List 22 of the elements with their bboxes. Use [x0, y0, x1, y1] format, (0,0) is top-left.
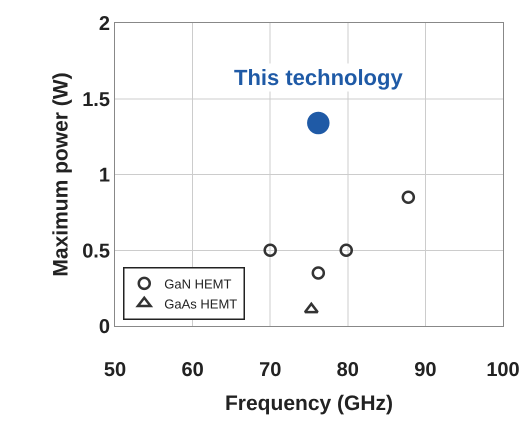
- annotation: This technology: [234, 65, 404, 90]
- y-tick-label: 0.5: [82, 240, 110, 262]
- y-tick-label: 2: [98, 13, 110, 35]
- x-tick-label: 90: [414, 359, 437, 381]
- x-tick-label: 80: [336, 359, 359, 381]
- point: [312, 266, 326, 280]
- x-tick-label: 50: [104, 359, 126, 381]
- legend-label: GaN HEMT: [164, 276, 232, 292]
- x-tick-label: 60: [181, 359, 204, 381]
- point: [263, 244, 277, 257]
- x-tick-label: 100: [486, 359, 520, 381]
- point: [402, 190, 416, 204]
- y-axis-title: Maximum power (W): [49, 72, 72, 277]
- legend-label: GaAs HEMT: [164, 296, 238, 312]
- x-axis-title: Frequency (GHz): [224, 392, 394, 416]
- y-tick-label: 1.5: [82, 88, 110, 111]
- y-tick-label: 1: [98, 164, 110, 186]
- y-tick-label: 0: [98, 316, 110, 338]
- point: [304, 302, 319, 314]
- point: [340, 244, 353, 257]
- point: [307, 112, 330, 134]
- x-tick-label: 70: [259, 359, 282, 381]
